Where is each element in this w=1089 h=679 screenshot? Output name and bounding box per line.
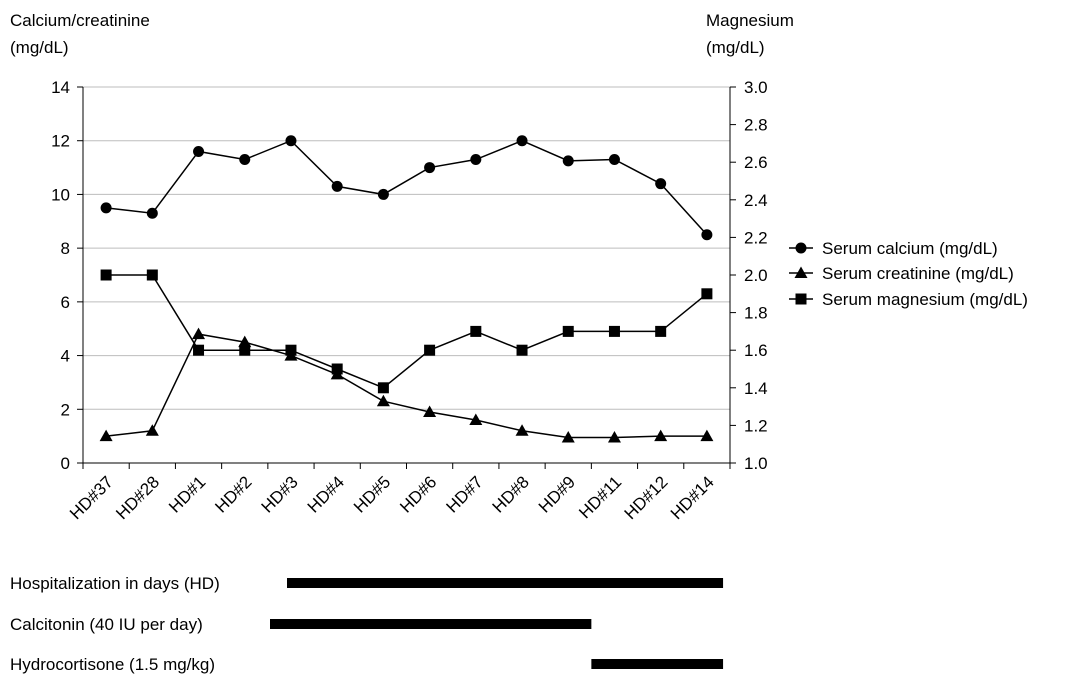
data-point-circle bbox=[146, 207, 158, 219]
data-point-circle bbox=[193, 145, 205, 157]
x-tick-label: HD#8 bbox=[489, 472, 533, 516]
x-tick-label: HD#2 bbox=[211, 472, 255, 516]
x-tick-label: HD#11 bbox=[575, 472, 625, 522]
axes: 0 2 4 6 8 10 12 14 1.0 1.2 1.4 1.6 1.8 2.0 2.2 2.4 2.6 2.… bbox=[51, 78, 768, 523]
data-point-triangle bbox=[515, 424, 529, 436]
right-axis-title-line2: (mg/dL) bbox=[706, 38, 765, 57]
data-point-square bbox=[562, 325, 574, 337]
data-point-square bbox=[331, 363, 343, 375]
axis-titles: Calcium/creatinine (mg/dL) Magnesium (mg… bbox=[10, 11, 794, 57]
x-tick-label: HD#28 bbox=[112, 472, 163, 523]
data-point-square bbox=[795, 293, 807, 305]
data-point-square bbox=[146, 269, 158, 281]
data-point-circle bbox=[516, 135, 528, 147]
series-line-1 bbox=[106, 139, 708, 236]
data-point-circle bbox=[470, 154, 482, 166]
x-tick-label: HD#37 bbox=[66, 472, 117, 523]
data-point-circle bbox=[239, 154, 251, 166]
data-point-square bbox=[516, 344, 528, 356]
data-point-triangle bbox=[238, 335, 252, 348]
left-tick-label: 6 bbox=[61, 293, 70, 312]
legend-label: Serum creatinine (mg/dL) bbox=[822, 264, 1014, 283]
x-tick-label: HD#7 bbox=[442, 472, 486, 516]
timeline-label: Hydrocortisone (1.5 mg/kg) bbox=[10, 655, 215, 674]
data-point-triangle bbox=[607, 430, 621, 443]
plot-area bbox=[99, 135, 714, 443]
timeline-bar bbox=[591, 659, 724, 669]
timeline-bar bbox=[287, 578, 724, 588]
data-point-circle bbox=[285, 135, 297, 147]
data-point-triangle bbox=[376, 394, 390, 407]
left-tick-label: 2 bbox=[61, 400, 70, 419]
right-tick-label: 1.8 bbox=[744, 304, 768, 323]
data-point-triangle bbox=[654, 429, 668, 442]
data-point-triangle bbox=[145, 424, 159, 436]
data-point-circle bbox=[331, 180, 343, 192]
data-point-square bbox=[470, 325, 482, 337]
left-tick-label: 8 bbox=[61, 239, 70, 258]
data-point-circle bbox=[100, 202, 112, 214]
data-point-square bbox=[377, 382, 389, 394]
data-point-triangle bbox=[794, 266, 808, 278]
data-point-square bbox=[424, 344, 436, 356]
left-tick-label: 0 bbox=[61, 454, 70, 473]
data-point-triangle bbox=[561, 430, 575, 443]
left-tick-label: 10 bbox=[51, 185, 70, 204]
data-point-triangle bbox=[469, 413, 483, 426]
right-tick-label: 2.2 bbox=[744, 228, 768, 247]
data-point-circle bbox=[795, 242, 807, 254]
data-point-circle bbox=[562, 155, 574, 167]
right-tick-label: 1.2 bbox=[744, 416, 768, 435]
data-point-square bbox=[285, 344, 297, 356]
right-tick-label: 1.0 bbox=[744, 454, 768, 473]
x-tick-label: HD#1 bbox=[165, 472, 209, 516]
data-point-square bbox=[655, 325, 667, 337]
data-point-circle bbox=[424, 162, 436, 174]
right-tick-label: 2.8 bbox=[744, 116, 768, 135]
data-point-triangle bbox=[192, 327, 206, 340]
right-tick-label: 1.6 bbox=[744, 341, 768, 360]
right-axis-title-line1: Magnesium bbox=[706, 11, 794, 30]
left-tick-label: 14 bbox=[51, 78, 70, 97]
right-tick-label: 3.0 bbox=[744, 78, 768, 97]
data-point-square bbox=[100, 269, 112, 281]
legend-label: Serum calcium (mg/dL) bbox=[822, 239, 998, 258]
legend: Serum calcium (mg/dL) Serum creatinine (m… bbox=[789, 239, 1028, 309]
data-point-square bbox=[193, 344, 205, 356]
series-line-2 bbox=[106, 333, 707, 439]
right-tick-label: 2.0 bbox=[744, 266, 768, 285]
data-point-square bbox=[608, 325, 620, 337]
timeline-bar bbox=[270, 619, 592, 629]
right-tick-label: 1.4 bbox=[744, 379, 768, 398]
x-tick-label: HD#4 bbox=[304, 472, 348, 516]
data-point-triangle bbox=[423, 405, 437, 417]
data-point-circle bbox=[655, 178, 667, 190]
x-tick-label: HD#5 bbox=[350, 472, 394, 516]
right-tick-label: 2.6 bbox=[744, 153, 768, 172]
x-tick-label: HD#9 bbox=[535, 472, 579, 516]
legend-label: Serum magnesium (mg/dL) bbox=[822, 290, 1028, 309]
data-point-triangle bbox=[99, 429, 113, 442]
x-tick-label: HD#3 bbox=[258, 472, 302, 516]
right-tick-label: 2.4 bbox=[744, 191, 768, 210]
timeline-label: Hospitalization in days (HD) bbox=[10, 574, 220, 593]
left-tick-label: 4 bbox=[61, 347, 70, 366]
x-tick-label: HD#14 bbox=[667, 472, 718, 523]
left-tick-label: 12 bbox=[51, 132, 70, 151]
left-axis-title-line1: Calcium/creatinine bbox=[10, 11, 150, 30]
data-point-circle bbox=[608, 154, 620, 166]
left-axis-title-line2: (mg/dL) bbox=[10, 38, 69, 57]
data-point-triangle bbox=[700, 429, 714, 442]
timeline-label: Calcitonin (40 IU per day) bbox=[10, 615, 203, 634]
series-line-3 bbox=[106, 274, 708, 389]
x-tick-label: HD#6 bbox=[396, 472, 440, 516]
timeline: Hospitalization in days (HD) Calcitonin (… bbox=[10, 574, 724, 674]
data-point-square bbox=[239, 344, 251, 356]
data-point-square bbox=[701, 288, 713, 300]
gridlines bbox=[83, 86, 730, 464]
data-point-circle bbox=[701, 229, 713, 241]
x-tick-label: HD#12 bbox=[621, 472, 672, 523]
data-point-circle bbox=[377, 188, 389, 200]
